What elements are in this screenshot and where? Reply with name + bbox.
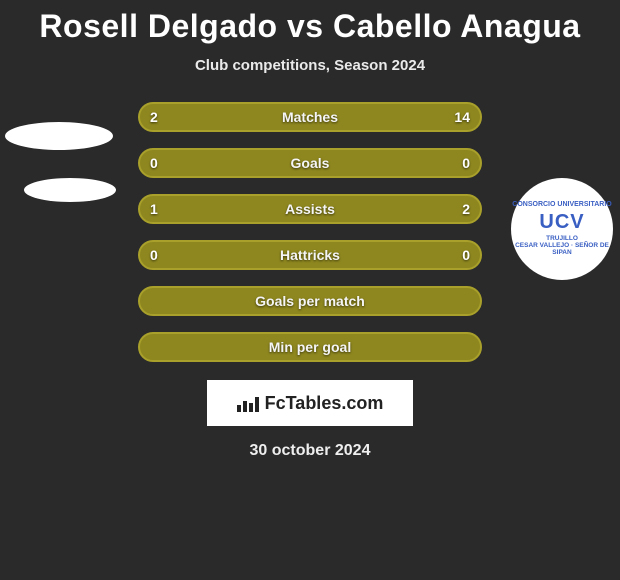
stat-label: Min per goal bbox=[269, 339, 351, 355]
stat-row: 1 Assists 2 bbox=[138, 194, 482, 224]
decorative-oval-1 bbox=[5, 122, 113, 150]
badge-ring-top: CONSORCIO UNIVERSITARIO bbox=[511, 201, 613, 209]
stat-left-value: 0 bbox=[150, 247, 158, 263]
stat-right-value: 2 bbox=[462, 201, 470, 217]
stats-container: 2 Matches 14 0 Goals 0 1 Assists 2 0 Hattricks 0 Goa… bbox=[138, 102, 482, 362]
stat-label: Assists bbox=[285, 201, 335, 217]
subtitle: Club competitions, Season 2024 bbox=[0, 57, 620, 74]
fctables-text: FcTables.com bbox=[265, 393, 384, 414]
stat-row: Min per goal bbox=[138, 332, 482, 362]
club-badge: CONSORCIO UNIVERSITARIO UCV TRUJILLO CES… bbox=[511, 178, 613, 280]
stat-row: 0 Hattricks 0 bbox=[138, 240, 482, 270]
stat-left-value: 2 bbox=[150, 109, 158, 125]
page-title: Rosell Delgado vs Cabello Anagua bbox=[0, 0, 620, 45]
badge-center: UCV bbox=[511, 211, 613, 233]
fctables-logo: FcTables.com bbox=[207, 380, 413, 426]
stat-left-value: 1 bbox=[150, 201, 158, 217]
decorative-oval-2 bbox=[24, 178, 116, 202]
stat-label: Goals per match bbox=[255, 293, 365, 309]
badge-ring-bottom: CESAR VALLEJO · SEÑOR DE SIPAN bbox=[511, 242, 613, 256]
stat-left-value: 0 bbox=[150, 155, 158, 171]
stat-label: Hattricks bbox=[280, 247, 340, 263]
stat-row: 0 Goals 0 bbox=[138, 148, 482, 178]
stat-right-value: 0 bbox=[462, 155, 470, 171]
date-text: 30 october 2024 bbox=[0, 442, 620, 460]
stat-label: Matches bbox=[282, 109, 338, 125]
stat-row: 2 Matches 14 bbox=[138, 102, 482, 132]
stat-right-value: 0 bbox=[462, 247, 470, 263]
stat-label: Goals bbox=[291, 155, 330, 171]
stat-row: Goals per match bbox=[138, 286, 482, 316]
bar-chart-icon bbox=[237, 394, 259, 412]
stat-right-value: 14 bbox=[454, 109, 470, 125]
